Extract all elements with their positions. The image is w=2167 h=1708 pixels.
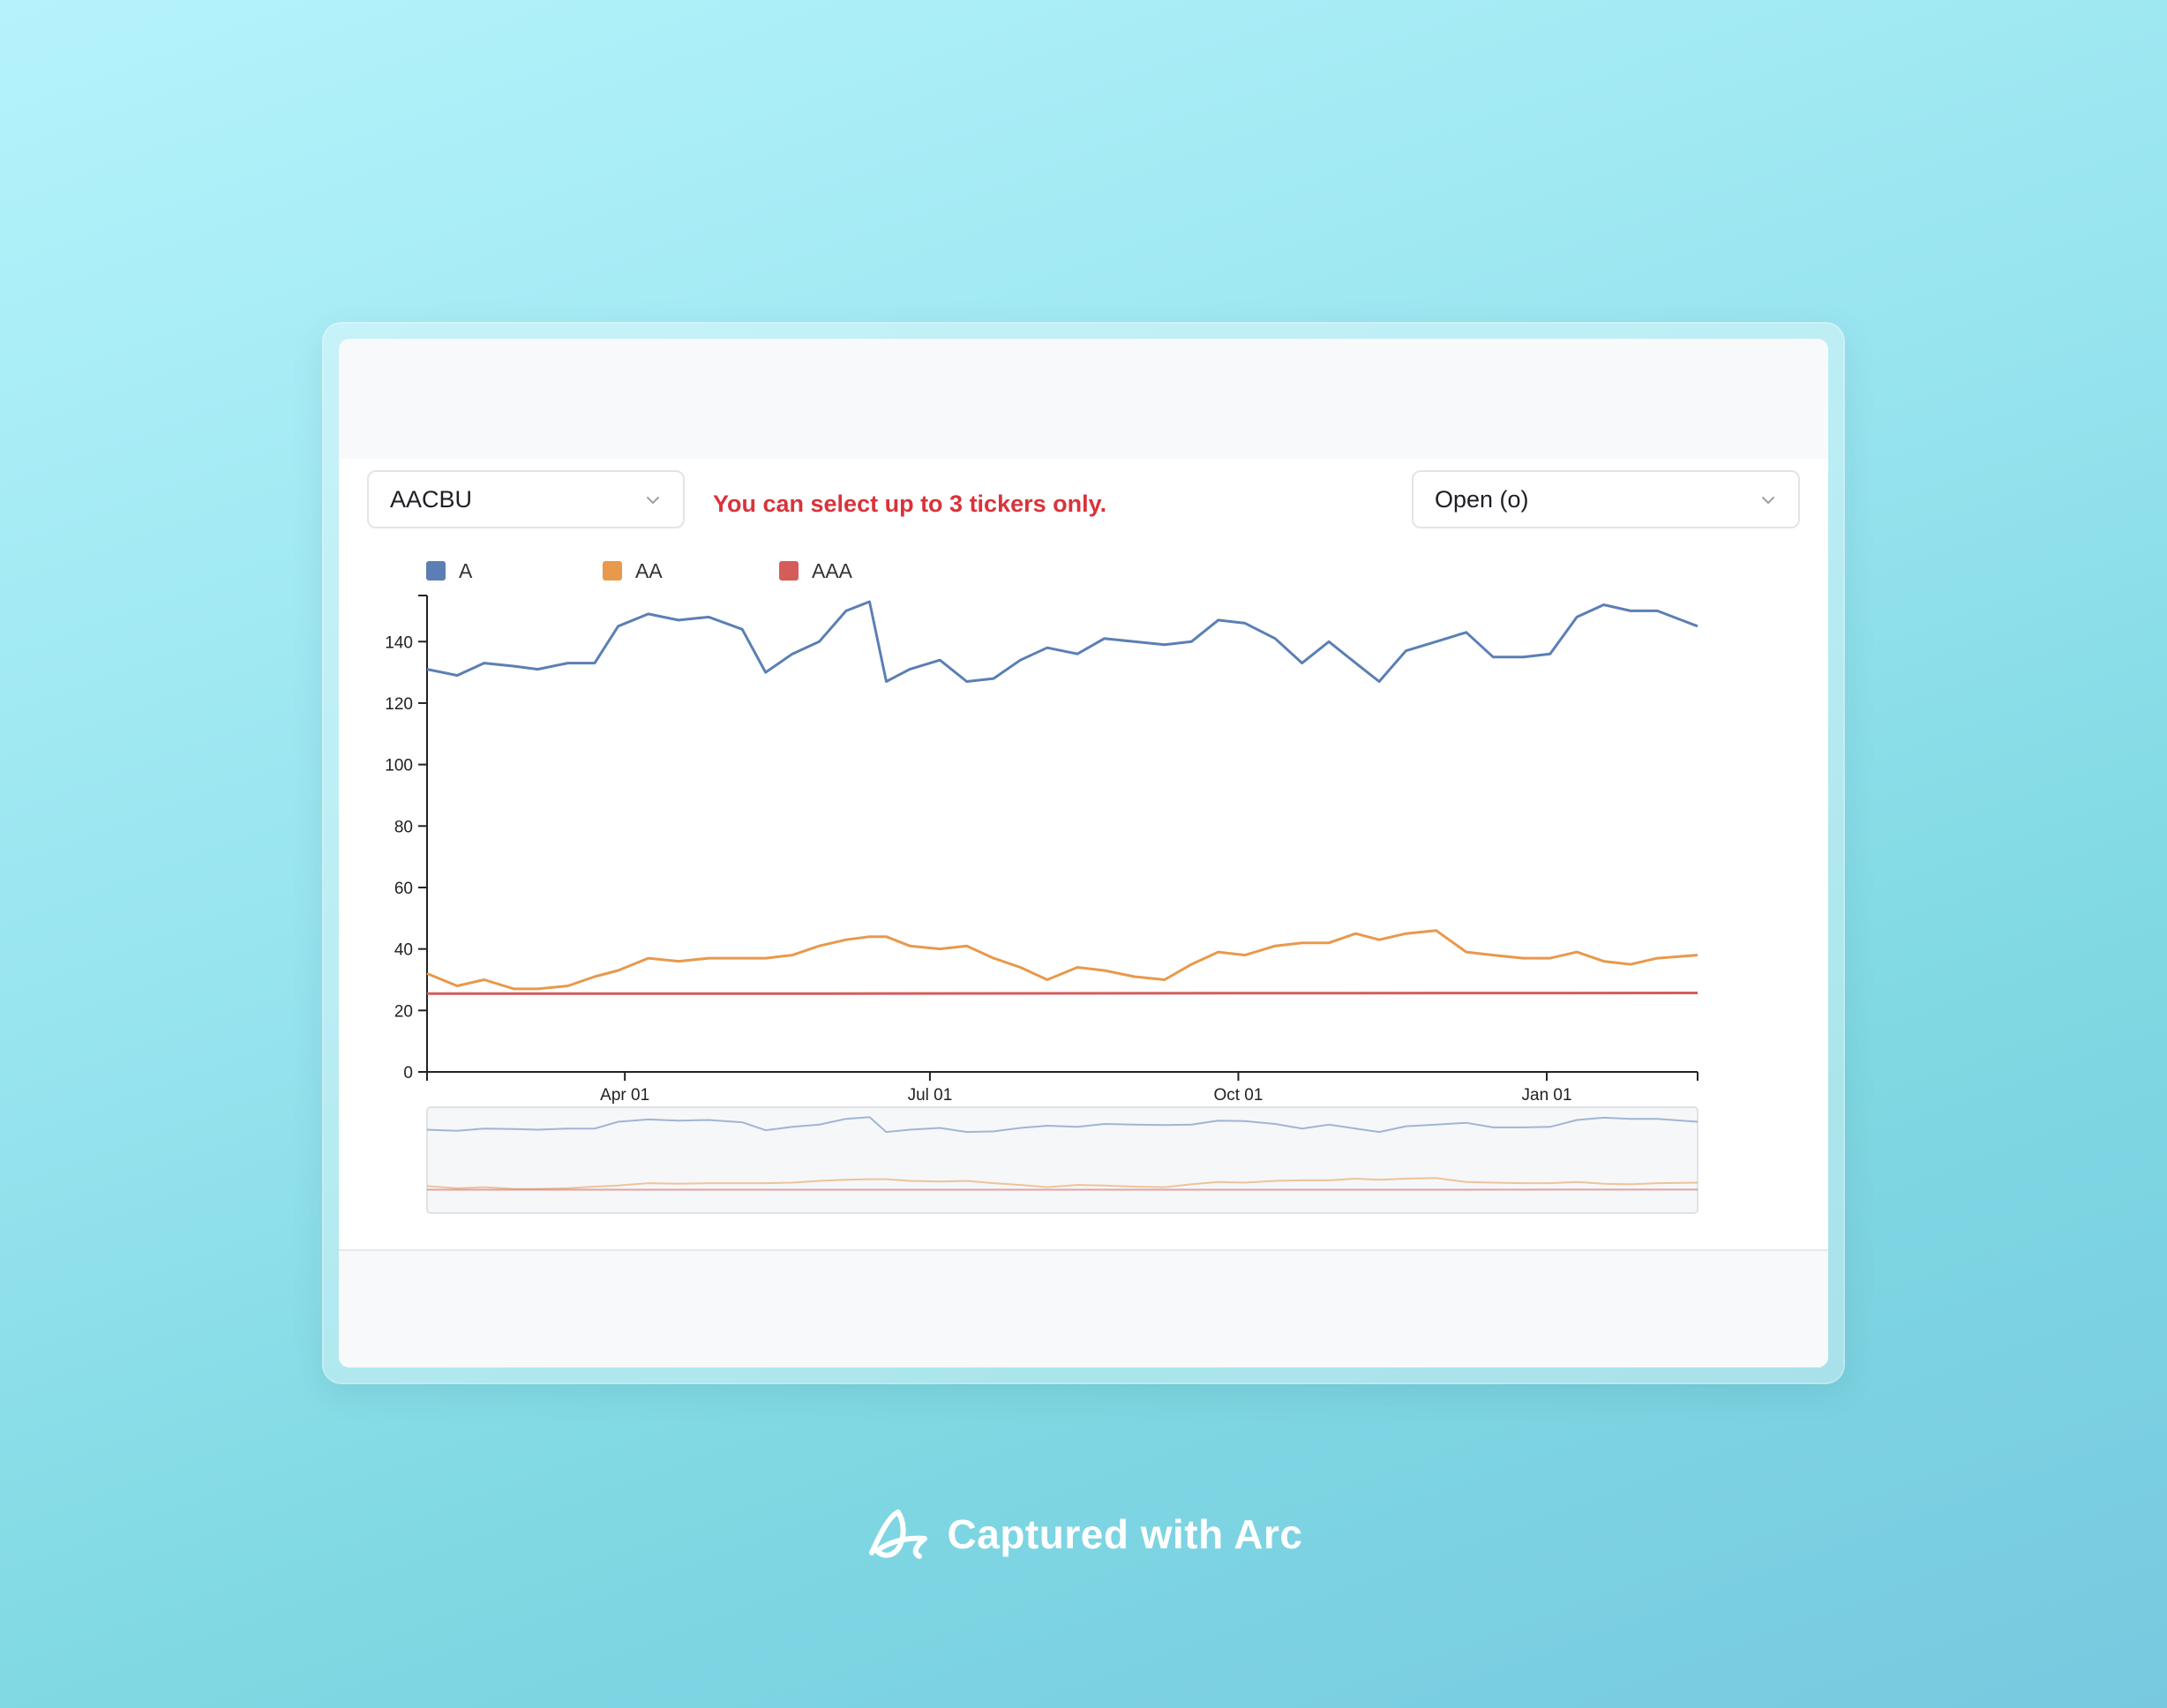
chevron-down-icon — [647, 497, 659, 504]
footer-strip — [339, 1251, 1828, 1367]
x-tick-label: Jul 01 — [908, 1086, 953, 1105]
brush-line-a — [426, 1116, 1698, 1134]
watermark-text: Captured with Arc — [947, 1511, 1303, 1557]
app-window: AACBU You can select up to 3 tickers onl… — [339, 339, 1828, 1367]
brush-background — [426, 1106, 1698, 1214]
y-tick-label: 60 — [394, 880, 413, 898]
metric-select-value: Open (o) — [1435, 485, 1529, 513]
ticker-select[interactable]: AACBU — [367, 470, 685, 528]
y-tick-label: 80 — [394, 818, 413, 836]
brush-line-aa — [426, 1177, 1698, 1190]
captured-with-arc-watermark: Captured with Arc — [0, 1507, 2167, 1562]
y-tick-label: 20 — [394, 1002, 413, 1021]
arc-logo-icon — [868, 1509, 927, 1559]
chart-panel: AACBU You can select up to 3 tickers onl… — [339, 459, 1828, 1367]
legend-swatch — [426, 561, 446, 581]
y-tick-label: 40 — [394, 941, 413, 960]
chart-legend: A AA AAA — [426, 559, 853, 582]
chart-toolbar: AACBU You can select up to 3 tickers onl… — [339, 459, 1828, 544]
ticker-select-value: AACBU — [390, 485, 473, 513]
series-line-aaa — [427, 992, 1698, 995]
x-tick-label: Jan 01 — [1522, 1086, 1572, 1105]
legend-label: AAA — [812, 559, 853, 582]
legend-label: A — [459, 559, 473, 582]
series-line-a — [426, 600, 1698, 683]
legend-swatch — [603, 561, 622, 581]
metric-select[interactable]: Open (o) — [1412, 470, 1800, 528]
legend-label: AA — [635, 559, 663, 582]
series-line-aa — [426, 929, 1698, 991]
capture-frame: AACBU You can select up to 3 tickers onl… — [324, 324, 1843, 1382]
main-plot — [426, 600, 1698, 995]
ticker-limit-warning: You can select up to 3 tickers only. — [713, 491, 1107, 517]
x-tick-label: Oct 01 — [1213, 1086, 1263, 1105]
x-axis: Apr 01 Jul 01 Oct 01 Jan 01 — [426, 1071, 1698, 1105]
legend-swatch — [779, 561, 799, 581]
x-tick-label: Apr 01 — [600, 1086, 649, 1105]
y-tick-label: 140 — [385, 633, 413, 652]
brush-overview — [426, 1106, 1698, 1214]
chevron-down-icon — [1762, 497, 1774, 504]
y-tick-label: 0 — [403, 1064, 413, 1082]
y-tick-label: 120 — [385, 695, 413, 714]
y-tick-label: 100 — [385, 757, 413, 775]
line-chart[interactable]: A AA AAA 0 20 40 60 80 100 120 140 Apr 01 Jul 01 Oc… — [339, 543, 1828, 1252]
y-axis: 0 20 40 60 80 100 120 140 — [385, 595, 428, 1082]
